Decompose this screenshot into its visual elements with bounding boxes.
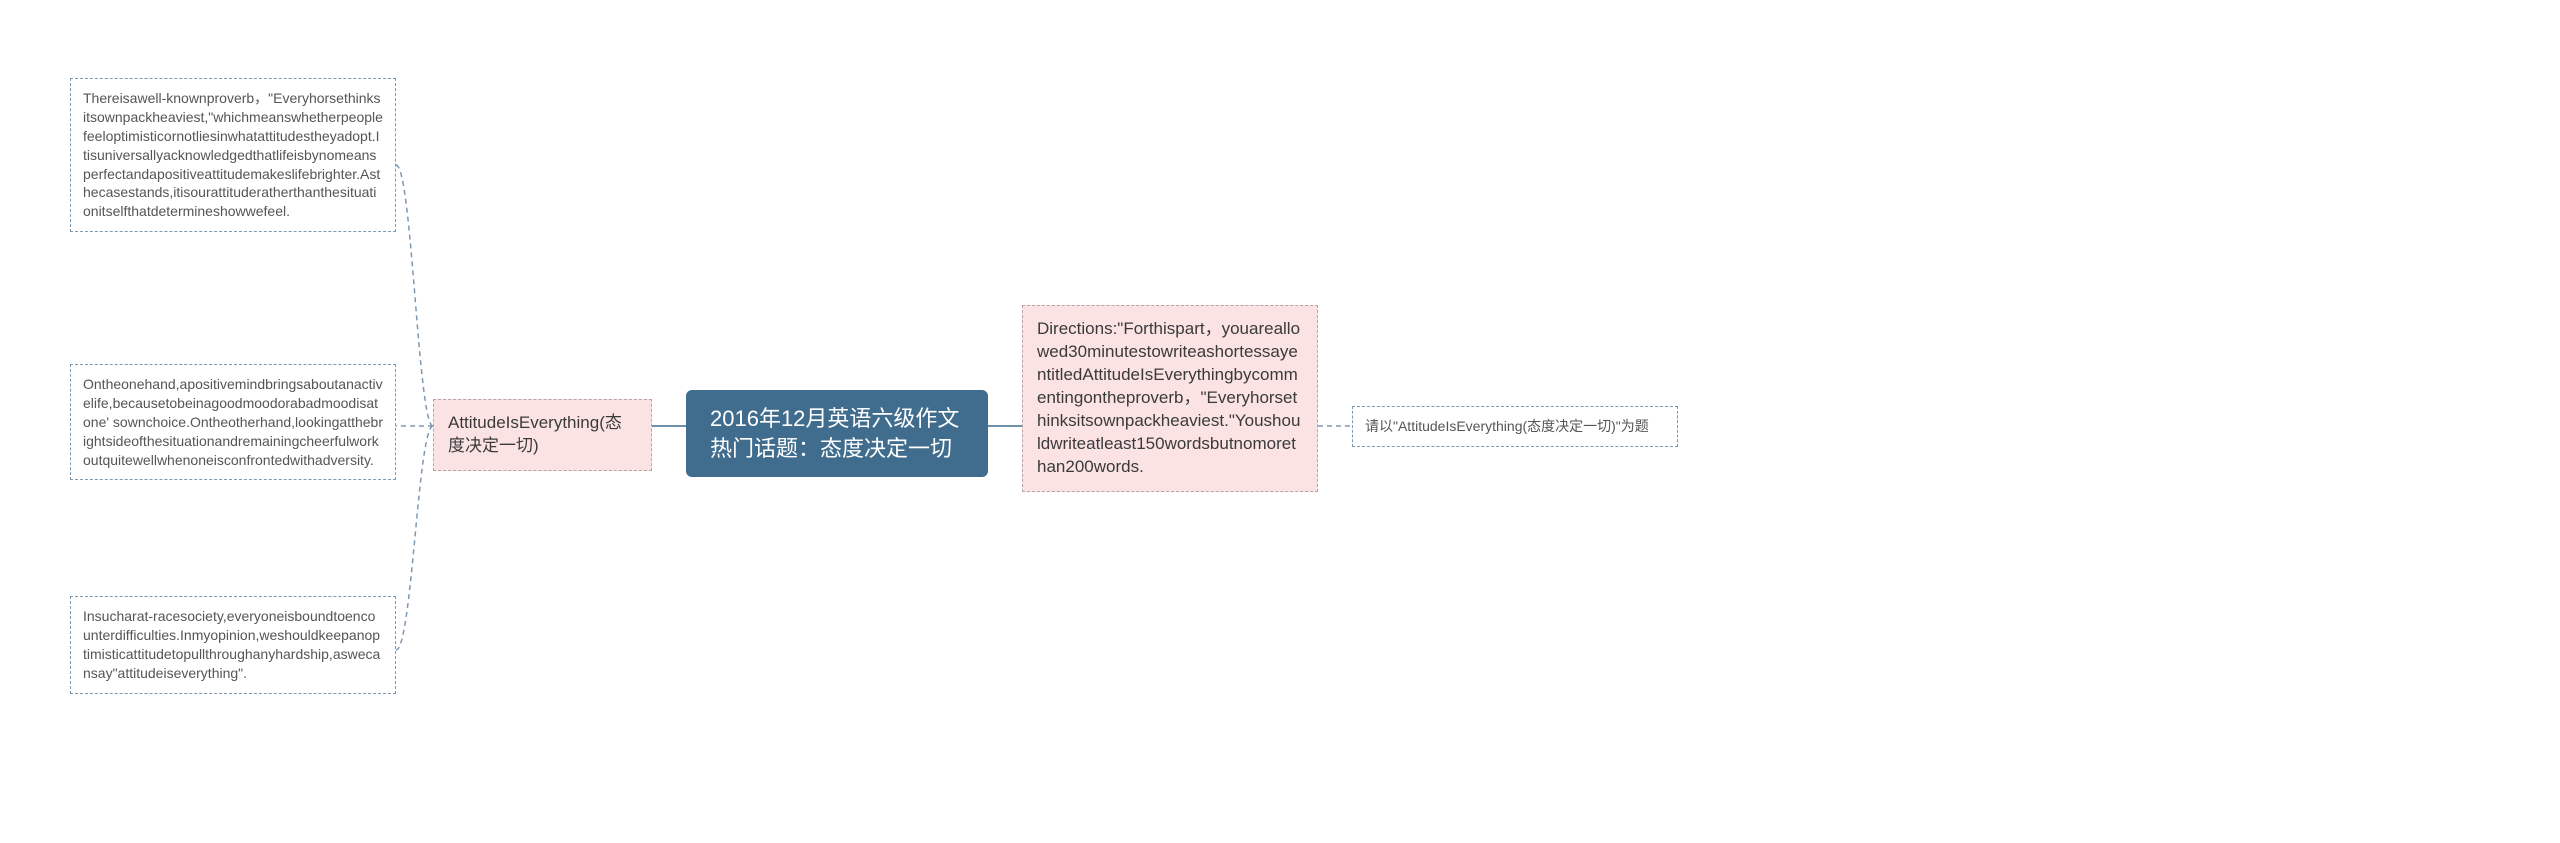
left-ghost-2: Ontheonehand,apositivemindbringsaboutana… (70, 364, 396, 480)
left-ghost-3: Insucharat-racesociety,everyoneisboundto… (70, 596, 396, 694)
left-ghost-1: Thereisawell-knownproverb，"Everyhorsethi… (70, 78, 396, 232)
right-pink-node: Directions:"Forthispart，youareallowed30m… (1022, 305, 1318, 492)
far-right-node: 请以"AttitudeIsEverything(态度决定一切)"为题 (1352, 406, 1678, 447)
center-node: 2016年12月英语六级作文热门话题：态度决定一切 (686, 390, 988, 477)
left-pink-node: AttitudeIsEverything(态度决定一切) (433, 399, 652, 471)
